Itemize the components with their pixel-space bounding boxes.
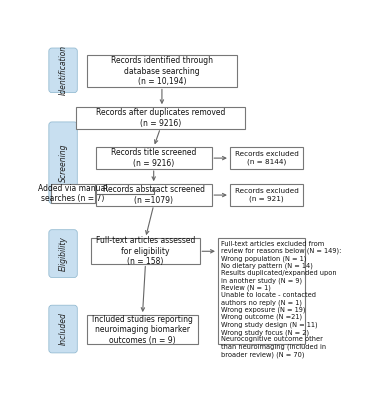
Text: Included: Included <box>59 313 68 346</box>
Text: Added via manual
searches (n = 7): Added via manual searches (n = 7) <box>38 184 108 203</box>
FancyBboxPatch shape <box>76 108 245 129</box>
FancyBboxPatch shape <box>49 305 77 353</box>
Text: Screening: Screening <box>59 144 68 182</box>
FancyBboxPatch shape <box>218 238 305 344</box>
Text: Full-text articles assessed
for eligibility
(n = 158): Full-text articles assessed for eligibil… <box>96 236 195 266</box>
FancyBboxPatch shape <box>95 184 212 206</box>
Text: Records excluded
(n = 921): Records excluded (n = 921) <box>235 188 298 202</box>
FancyBboxPatch shape <box>49 122 77 204</box>
FancyBboxPatch shape <box>91 238 200 264</box>
FancyBboxPatch shape <box>86 315 198 344</box>
Text: Records abstract screened
(n =1079): Records abstract screened (n =1079) <box>103 185 205 205</box>
Text: Records after duplicates removed
(n = 9216): Records after duplicates removed (n = 92… <box>96 108 225 128</box>
FancyBboxPatch shape <box>49 230 77 278</box>
FancyBboxPatch shape <box>230 184 303 206</box>
Text: Full-text articles excluded from
review for reasons below (N = 149):
Wrong popul: Full-text articles excluded from review … <box>220 240 341 358</box>
Text: Identification: Identification <box>59 45 68 95</box>
FancyBboxPatch shape <box>230 148 303 169</box>
Text: Eligibility: Eligibility <box>59 236 68 271</box>
FancyBboxPatch shape <box>49 48 77 93</box>
Text: Included studies reporting
neuroimaging biomarker
outcomes (n = 9): Included studies reporting neuroimaging … <box>92 315 193 345</box>
FancyBboxPatch shape <box>95 148 212 169</box>
FancyBboxPatch shape <box>86 55 237 87</box>
FancyBboxPatch shape <box>51 184 95 203</box>
Text: Records title screened
(n = 9216): Records title screened (n = 9216) <box>111 148 196 168</box>
Text: Records excluded
(n = 8144): Records excluded (n = 8144) <box>235 151 298 165</box>
Text: Records identified through
database searching
(n = 10,194): Records identified through database sear… <box>111 56 213 86</box>
